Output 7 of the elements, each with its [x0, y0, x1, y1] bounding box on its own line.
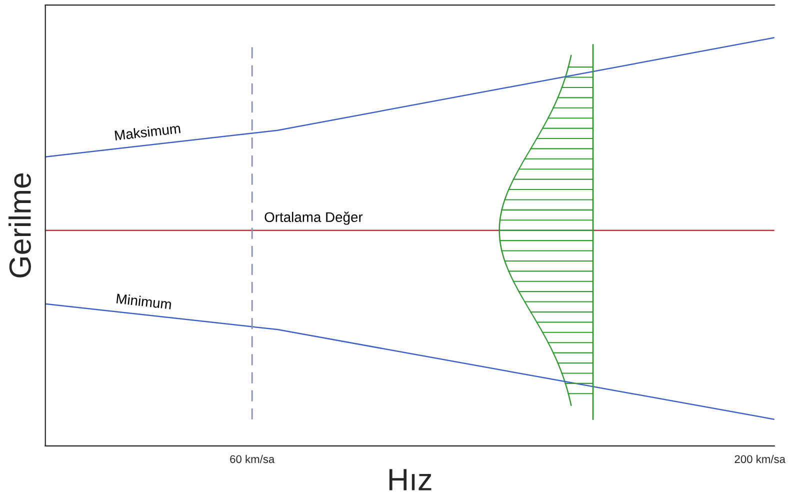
text: Maksimum — [114, 122, 180, 140]
x-tick-label: 200 km/sa — [734, 454, 786, 464]
x-axis-title: Hız — [389, 469, 432, 490]
y-axis-title: Gerilme — [8, 173, 31, 278]
series-label: Ortalama Değer — [264, 212, 363, 225]
x-tick-label: 60 km/sa — [230, 454, 275, 464]
text: Minimum — [116, 293, 172, 310]
